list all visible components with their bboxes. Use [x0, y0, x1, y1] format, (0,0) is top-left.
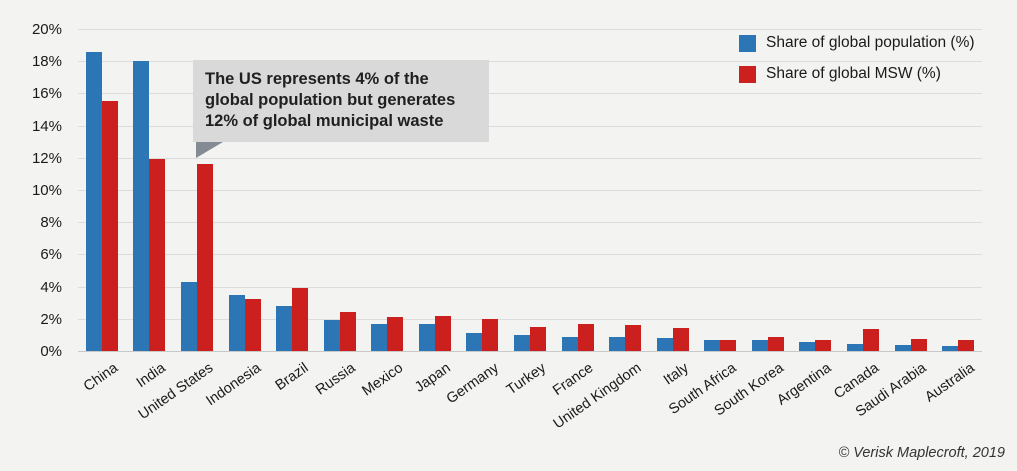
- x-axis-label-russia: Russia: [313, 360, 359, 399]
- copyright-text: © Verisk Maplecroft, 2019: [838, 445, 1006, 461]
- population-bar-south-africa: [704, 340, 721, 351]
- annotation-pointer-icon: [196, 142, 223, 158]
- gridline-16: [78, 93, 982, 95]
- x-axis-label-united-kingdom: United Kingdom: [550, 360, 645, 433]
- population-bar-south-korea: [751, 340, 768, 351]
- legend-msw-label: Share of global MSW (%): [766, 65, 941, 82]
- population-bar-japan: [418, 324, 435, 351]
- population-swatch-icon: [739, 34, 756, 52]
- msw-bar-australia: [958, 340, 975, 351]
- legend-population-label: Share of global population (%): [766, 34, 975, 51]
- y-axis-label-14: 14%: [31, 117, 62, 135]
- y-axis-label-0: 0%: [40, 343, 62, 360]
- population-bar-mexico: [371, 324, 388, 351]
- population-bar-united-states: [180, 282, 197, 351]
- population-bar-france: [561, 337, 578, 351]
- msw-swatch-icon: [739, 65, 756, 83]
- annotation-line-1: The US represents 4% of the: [205, 70, 429, 88]
- msw-bar-mexico: [387, 317, 404, 351]
- x-axis-label-brazil: Brazil: [272, 360, 312, 394]
- y-axis-label-2: 2%: [40, 310, 62, 328]
- gridline-14: [78, 125, 982, 127]
- population-bar-united-kingdom: [609, 337, 626, 351]
- population-bar-indonesia: [228, 295, 245, 351]
- annotation-line-3: 12% of global municipal waste: [205, 112, 444, 130]
- msw-bar-argentina: [815, 340, 832, 351]
- gridline-8: [78, 222, 982, 224]
- gridline-2: [78, 318, 982, 320]
- population-bar-india: [133, 61, 150, 351]
- population-bar-turkey: [514, 335, 530, 351]
- population-bar-australia: [942, 346, 959, 351]
- legend-item-msw: Share of global MSW (%): [739, 65, 975, 83]
- legend-item-population: Share of global population (%): [739, 34, 975, 52]
- msw-bar-south-korea: [767, 337, 784, 351]
- population-bar-russia: [323, 320, 340, 351]
- gridline-0: [78, 351, 982, 352]
- x-axis-label-india: India: [133, 360, 169, 392]
- msw-bar-japan: [434, 316, 451, 351]
- msw-bar-united-states: [196, 164, 213, 351]
- population-bar-argentina: [799, 342, 816, 351]
- population-bar-china: [85, 52, 102, 351]
- msw-bar-india: [149, 159, 166, 351]
- msw-bar-germany: [482, 319, 499, 351]
- annotation-line-2: global population but generates: [205, 91, 456, 109]
- msw-bar-italy: [672, 328, 689, 351]
- y-axis-label-16: 16%: [31, 85, 62, 103]
- msw-bar-united-kingdom: [625, 325, 642, 351]
- msw-bar-south-africa: [720, 340, 737, 351]
- msw-bar-china: [101, 101, 118, 351]
- msw-bar-brazil: [292, 288, 309, 351]
- msw-bar-turkey: [530, 327, 546, 351]
- y-axis-label-12: 12%: [31, 149, 62, 167]
- population-bar-canada: [847, 344, 864, 351]
- population-bar-germany: [466, 333, 483, 351]
- gridline-18: [78, 61, 982, 63]
- population-bar-saudi-arabia: [894, 345, 911, 351]
- gridline-12: [78, 157, 982, 159]
- x-axis-label-germany: Germany: [443, 360, 502, 408]
- annotation-text: The US represents 4% of the global popul…: [193, 60, 489, 142]
- y-axis-label-4: 4%: [40, 278, 62, 296]
- population-bar-italy: [656, 338, 673, 351]
- gridline-10: [78, 190, 982, 191]
- gridline-20: [78, 29, 982, 30]
- x-axis-label-china: China: [80, 360, 121, 395]
- gridline-6: [78, 254, 982, 256]
- legend: Share of global population (%) Share of …: [739, 34, 975, 96]
- gridline-4: [78, 286, 982, 288]
- msw-bar-saudi-arabia: [910, 339, 927, 351]
- y-axis-label-8: 8%: [40, 214, 62, 232]
- msw-bar-russia: [339, 312, 356, 351]
- y-axis-label-18: 18%: [31, 53, 62, 71]
- msw-bar-canada: [863, 329, 880, 351]
- annotation-callout: The US represents 4% of the global popul…: [193, 60, 489, 158]
- x-axis-label-turkey: Turkey: [504, 360, 550, 399]
- population-bar-brazil: [276, 306, 293, 351]
- msw-bar-france: [577, 324, 594, 351]
- x-axis-label-australia: Australia: [922, 360, 978, 406]
- y-axis-label-20: 20%: [31, 21, 62, 38]
- y-axis-label-10: 10%: [31, 182, 62, 199]
- msw-bar-indonesia: [244, 299, 261, 351]
- y-axis-label-6: 6%: [40, 246, 62, 264]
- x-axis-label-italy: Italy: [660, 360, 692, 389]
- x-axis-label-mexico: Mexico: [359, 360, 407, 400]
